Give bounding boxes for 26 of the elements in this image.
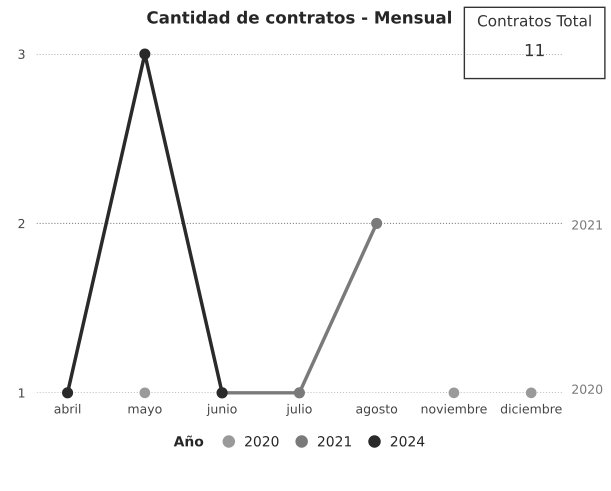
legend-label: 2024 — [390, 436, 424, 447]
legend-label: 2021 — [318, 436, 352, 447]
text: 2020 — [572, 384, 602, 394]
point — [448, 387, 460, 398]
point — [139, 48, 150, 60]
x-tick-label: agosto — [356, 404, 398, 416]
text: 2021 — [572, 220, 602, 230]
x-tick-label: noviembre — [422, 404, 487, 414]
x-tick-label: junio — [206, 404, 237, 416]
point — [294, 387, 305, 398]
text: Contratos Total — [478, 14, 591, 27]
annotation: 11 — [526, 44, 544, 56]
x-tick-label: diciembre — [500, 404, 562, 414]
chart-title: Cantidad de contratos - Mensual — [147, 10, 451, 24]
y-tick-label: 1 — [18, 388, 24, 398]
point — [139, 387, 150, 398]
point — [526, 387, 537, 398]
y-tick-label: 3 — [18, 49, 25, 59]
x-tick-label: julio — [286, 404, 312, 416]
y-tick-label: 2 — [18, 218, 24, 228]
x-tick-label: mayo — [128, 406, 162, 416]
legend-label: 2020 — [245, 436, 279, 447]
point — [62, 387, 74, 398]
x-tick-label: abril — [54, 404, 80, 414]
point — [371, 218, 382, 229]
legend-title: Año — [174, 436, 204, 447]
